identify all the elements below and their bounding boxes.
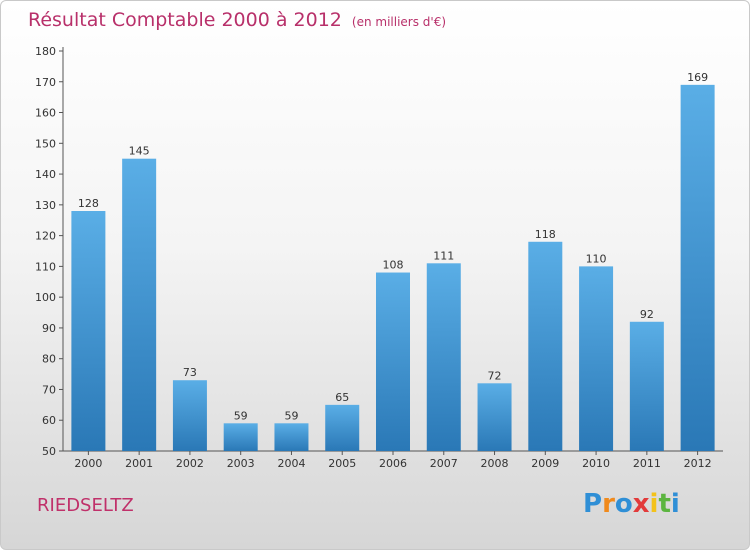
y-tick-label: 130: [35, 199, 56, 212]
y-tick-label: 180: [35, 45, 56, 58]
data-label-2001: 145: [129, 145, 150, 158]
data-label-2011: 92: [640, 308, 654, 321]
x-tick-label-2002: 2002: [176, 457, 204, 470]
y-tick-label: 150: [35, 137, 56, 150]
y-tick-label: 160: [35, 107, 56, 120]
y-tick-label: 120: [35, 230, 56, 243]
x-tick-label-2003: 2003: [227, 457, 255, 470]
y-tick-label: 80: [42, 353, 56, 366]
bar-2000: [71, 211, 106, 451]
x-tick-label-2009: 2009: [531, 457, 559, 470]
bar-2011: [629, 321, 664, 451]
bar-2001: [122, 158, 157, 451]
bar-2012: [680, 84, 715, 451]
chart-subtitle: (en milliers d'€): [351, 15, 447, 29]
data-label-2000: 128: [78, 197, 99, 210]
x-tick-label-2008: 2008: [481, 457, 509, 470]
bar-2004: [274, 423, 309, 451]
x-tick-label-2012: 2012: [684, 457, 712, 470]
y-tick-label: 140: [35, 168, 56, 181]
x-tick-label-2010: 2010: [582, 457, 610, 470]
chart-title-text: Résultat Comptable 2000 à 2012: [28, 9, 342, 31]
y-tick-label: 70: [42, 383, 56, 396]
x-tick-label-2005: 2005: [328, 457, 356, 470]
proxiti-logo: Proxiti: [583, 489, 680, 519]
bar-2005: [325, 404, 360, 451]
chart-title: Résultat Comptable 2000 à 2012 (en millie…: [28, 9, 446, 31]
logo-letter: r: [602, 489, 615, 519]
x-tick-label-2000: 2000: [74, 457, 102, 470]
bar-2002: [172, 380, 207, 451]
y-tick-label: 170: [35, 76, 56, 89]
town-name: RIEDSELTZ: [37, 495, 134, 516]
y-tick-label: 90: [42, 322, 56, 335]
data-label-2008: 72: [488, 369, 502, 382]
logo-letter: x: [632, 489, 650, 519]
data-label-2006: 108: [383, 259, 404, 272]
data-label-2002: 73: [183, 366, 197, 379]
bar-2007: [426, 263, 461, 451]
y-tick-label: 50: [42, 445, 56, 458]
y-tick-label: 100: [35, 291, 56, 304]
y-tick-label: 110: [35, 260, 56, 273]
bar-2010: [579, 266, 614, 451]
data-label-2007: 111: [433, 249, 454, 262]
bar-2009: [528, 241, 563, 451]
data-label-2003: 59: [234, 409, 248, 422]
logo-letter: o: [614, 489, 633, 519]
data-label-2012: 169: [687, 71, 708, 84]
x-tick-label-2011: 2011: [633, 457, 661, 470]
data-label-2009: 118: [535, 228, 556, 241]
data-label-2004: 59: [284, 409, 298, 422]
logo-letter: P: [583, 489, 603, 519]
data-label-2005: 65: [335, 391, 349, 404]
logo-letter: i: [649, 489, 659, 519]
logo-letter: i: [670, 489, 680, 519]
data-label-2010: 110: [586, 252, 607, 265]
logo-letter: t: [658, 489, 671, 519]
bar-2003: [223, 423, 258, 451]
x-tick-label-2001: 2001: [125, 457, 153, 470]
x-tick-label-2006: 2006: [379, 457, 407, 470]
x-tick-label-2007: 2007: [430, 457, 458, 470]
y-tick-label: 60: [42, 414, 56, 427]
x-tick-label-2004: 2004: [277, 457, 305, 470]
bar-2008: [477, 383, 512, 451]
bar-2006: [376, 272, 410, 451]
